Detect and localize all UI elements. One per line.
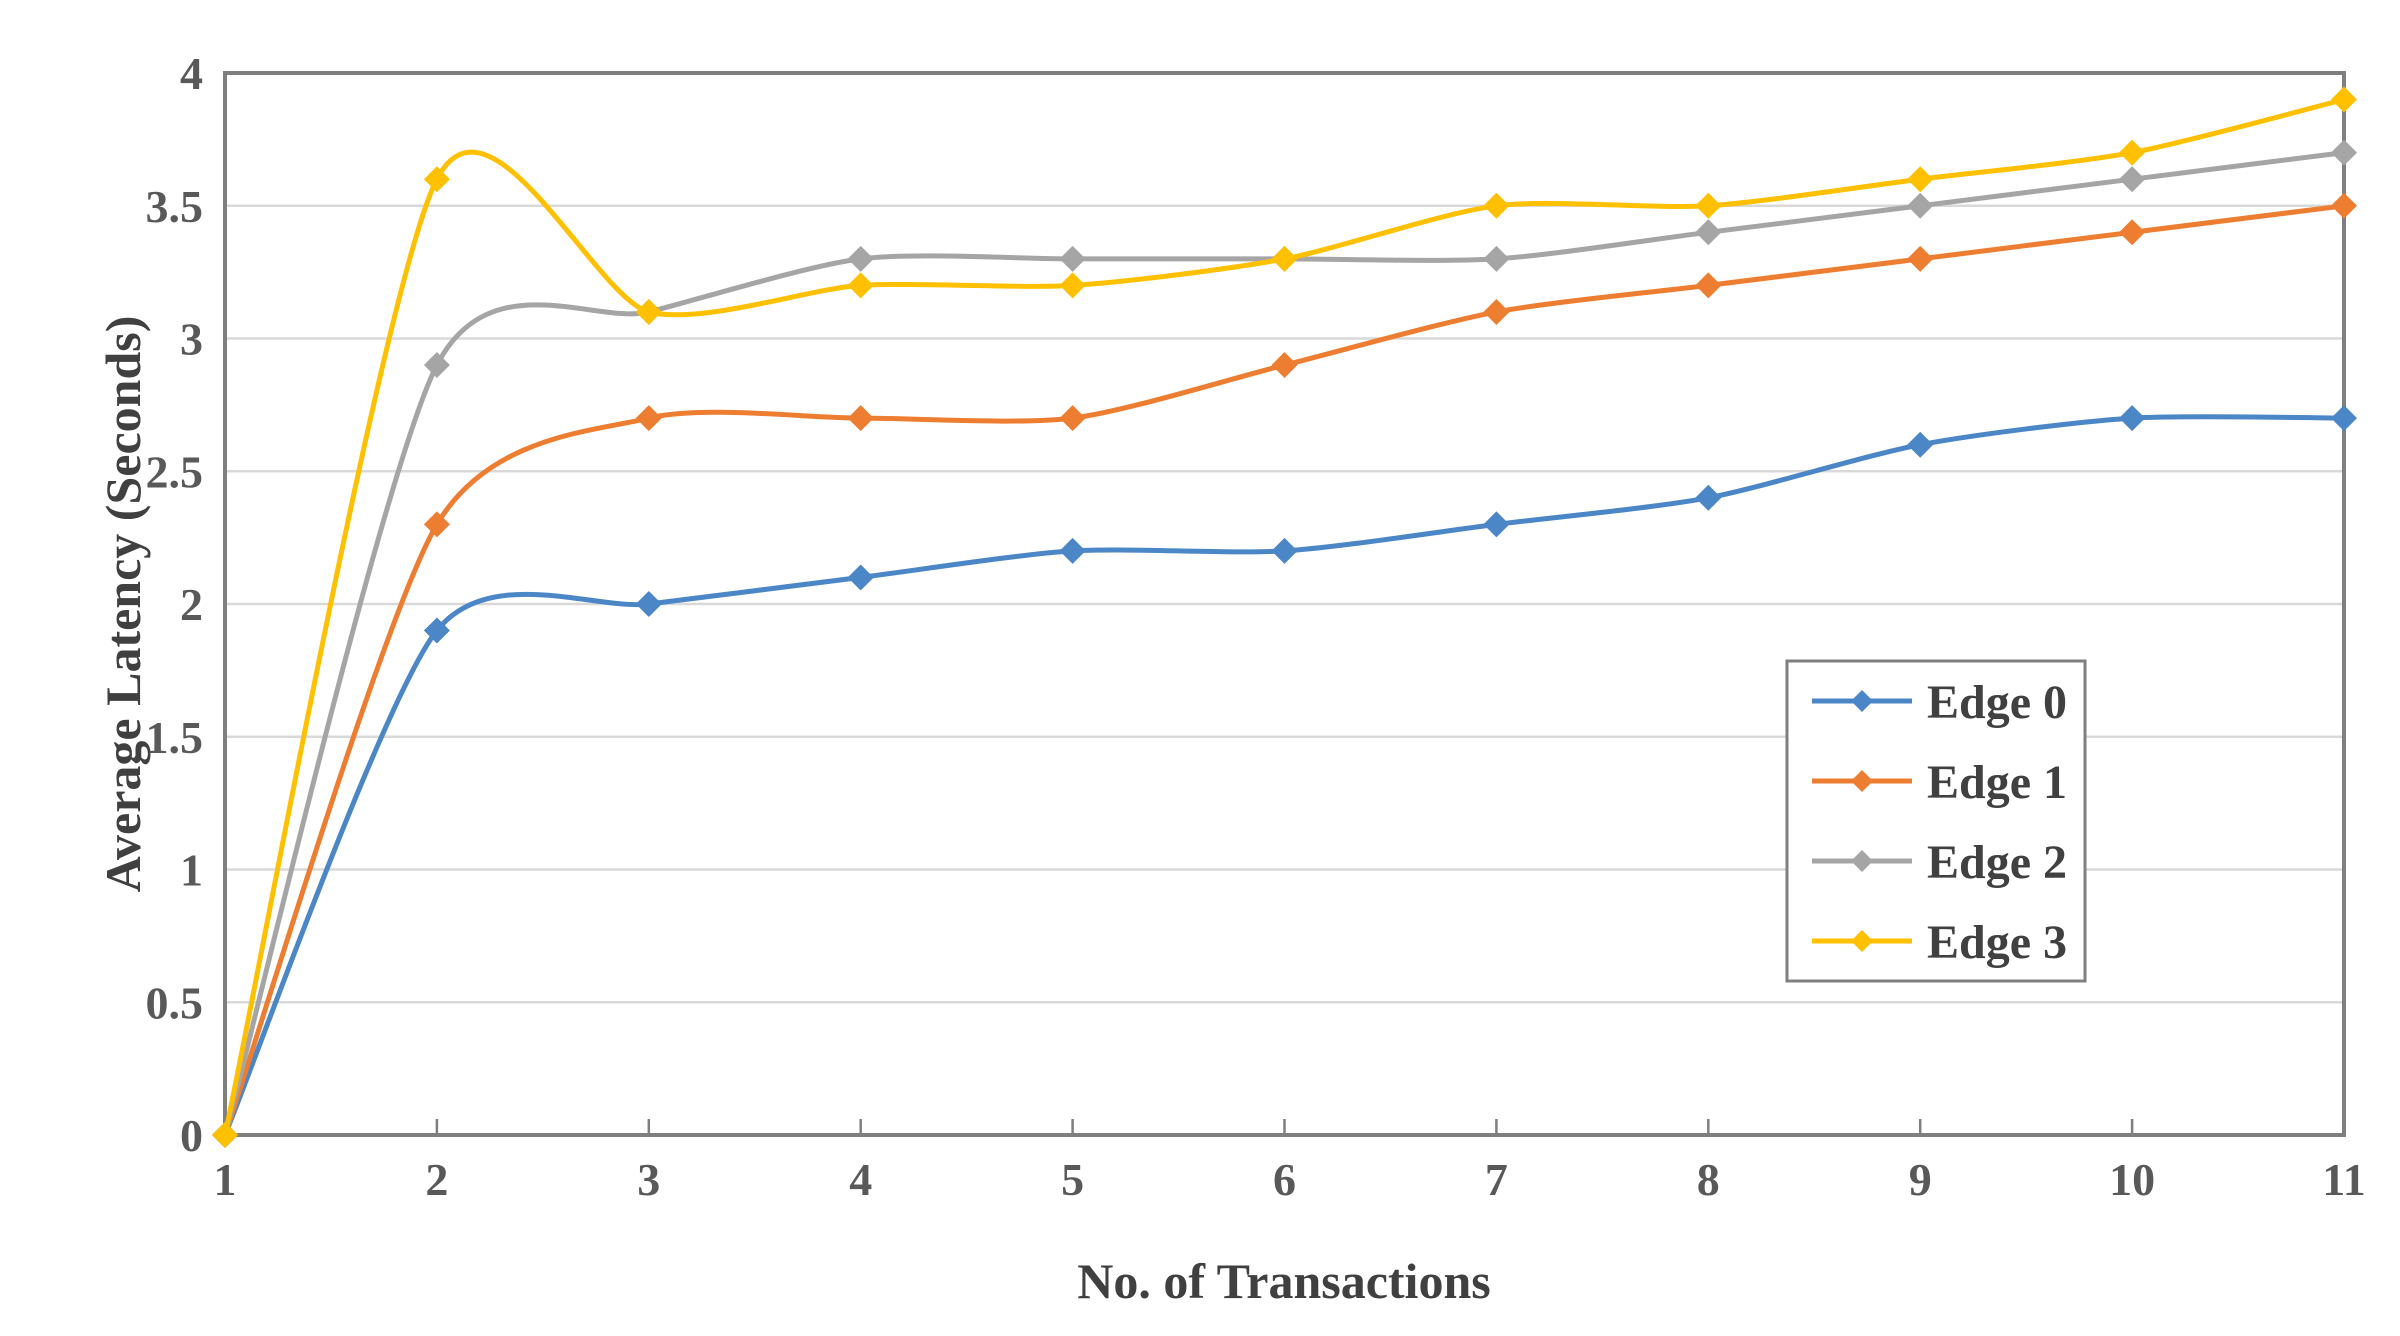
- data-point-marker: [1483, 298, 1510, 325]
- x-tick-label: 2: [425, 1154, 448, 1205]
- y-tick-label: 2: [180, 579, 203, 630]
- legend-swatch-marker: [1851, 690, 1873, 712]
- series-line-edge-1: [222, 203, 2347, 1138]
- series-edge-1: [212, 192, 2357, 1148]
- data-point-marker: [847, 272, 874, 299]
- data-point-marker: [2331, 139, 2357, 166]
- data-point-marker: [1059, 272, 1086, 299]
- legend-swatch-marker: [1851, 930, 1873, 952]
- series-layer: [212, 86, 2357, 1148]
- data-point-marker: [1695, 272, 1722, 299]
- data-point-marker: [635, 405, 662, 432]
- x-tick-label: 8: [1697, 1154, 1720, 1205]
- y-tick-label: 0: [180, 1110, 203, 1161]
- data-point-marker: [1907, 245, 1934, 272]
- data-point-marker: [635, 298, 662, 325]
- series-edge-2: [212, 139, 2357, 1148]
- x-tick-label: 3: [637, 1154, 660, 1205]
- legend-item-edge-0: Edge 0: [1812, 676, 2067, 729]
- legend-item-edge-1: Edge 1: [1812, 756, 2067, 809]
- legend-label: Edge 2: [1927, 836, 2067, 889]
- y-tick-label: 4: [180, 48, 203, 99]
- y-tick-label: 2.5: [146, 446, 204, 497]
- data-point-marker: [2331, 86, 2357, 113]
- y-tick-label: 1: [180, 845, 203, 896]
- data-point-marker: [2119, 166, 2146, 193]
- legend-swatch-marker: [1851, 770, 1873, 792]
- data-point-marker: [1271, 352, 1298, 379]
- series-edge-3: [212, 86, 2357, 1148]
- gridlines-layer: [225, 204, 2344, 1004]
- data-point-marker: [1907, 192, 1934, 219]
- x-axis-title: No. of Transactions: [1077, 1253, 1490, 1309]
- legend-item-edge-3: Edge 3: [1812, 916, 2067, 969]
- data-point-marker: [847, 245, 874, 272]
- data-point-marker: [1271, 245, 1298, 272]
- legend-label: Edge 0: [1927, 676, 2067, 729]
- data-point-marker: [635, 591, 662, 617]
- data-point-marker: [423, 166, 450, 193]
- data-point-marker: [2331, 405, 2357, 432]
- data-point-marker: [1695, 219, 1722, 246]
- x-tick-label: 6: [1273, 1154, 1296, 1205]
- data-point-marker: [212, 1122, 238, 1148]
- data-point-marker: [847, 564, 874, 591]
- data-point-marker: [1483, 245, 1510, 272]
- data-point-marker: [2119, 219, 2146, 246]
- data-point-marker: [1695, 484, 1722, 511]
- data-point-marker: [2331, 192, 2357, 219]
- y-tick-label: 0.5: [146, 977, 204, 1028]
- x-tick-label: 5: [1061, 1154, 1084, 1205]
- legend-label: Edge 3: [1927, 916, 2067, 969]
- y-tick-label: 3.5: [146, 181, 204, 232]
- legend-box: [1785, 659, 2087, 983]
- data-point-marker: [1483, 511, 1510, 538]
- x-tick-label: 1: [214, 1154, 237, 1205]
- x-tick-label: 11: [2322, 1154, 2365, 1205]
- data-point-marker: [847, 405, 874, 432]
- data-point-marker: [1907, 431, 1934, 458]
- y-axis-title: Average Latency (Seconds): [95, 316, 151, 893]
- data-point-marker: [1695, 192, 1722, 219]
- axes-frame-layer: [223, 71, 2346, 1137]
- series-line-edge-2: [222, 150, 2347, 1138]
- data-point-marker: [2119, 139, 2146, 166]
- tick-labels-layer: 0 0.5 1 1.5 2 2.5 3 3.5 4 1 2 3 4 5 6 7 8 9 10 11: [146, 48, 2366, 1205]
- y-tick-label: 3: [180, 314, 203, 365]
- data-point-marker: [1059, 405, 1086, 432]
- y-tick-label: 1.5: [146, 712, 204, 763]
- x-tick-label: 7: [1485, 1154, 1508, 1205]
- series-line-edge-0: [222, 414, 2347, 1138]
- x-tick-label: 4: [849, 1154, 872, 1205]
- x-tick-label: 9: [1909, 1154, 1932, 1205]
- data-point-marker: [1271, 537, 1298, 564]
- legend-swatch-marker: [1851, 850, 1873, 872]
- data-point-marker: [423, 352, 450, 379]
- x-tick-label: 10: [2109, 1154, 2155, 1205]
- data-point-marker: [1059, 245, 1086, 272]
- legend: Edge 0 Edge 1 Edge 2 Edge 3: [1785, 659, 2087, 983]
- data-point-marker: [1483, 192, 1510, 219]
- data-point-marker: [1059, 537, 1086, 564]
- data-point-marker: [423, 617, 450, 644]
- legend-label: Edge 1: [1927, 756, 2067, 809]
- data-point-marker: [1907, 166, 1934, 193]
- legend-item-edge-2: Edge 2: [1812, 836, 2067, 889]
- data-point-marker: [423, 511, 450, 538]
- data-point-marker: [2119, 405, 2146, 432]
